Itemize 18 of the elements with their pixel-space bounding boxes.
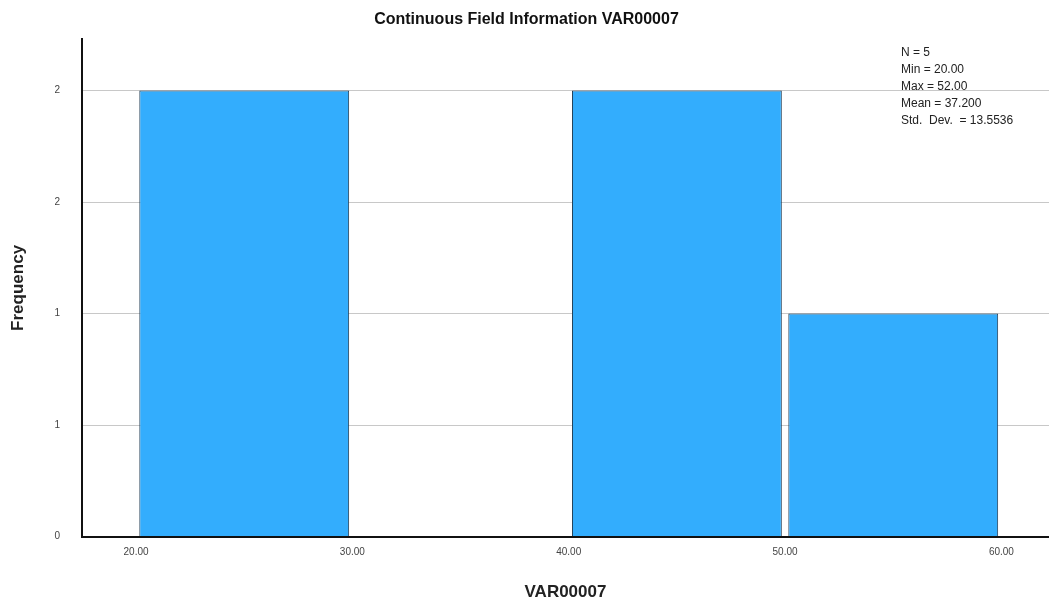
x-tick-label: 50.00: [772, 546, 799, 558]
annotation: N = 5: [901, 45, 931, 60]
x-axis-title: VAR00007: [524, 582, 607, 602]
y-tick-label: 1: [54, 418, 61, 430]
annotation: Std. Dev. = 13.5536: [901, 113, 1014, 128]
annotation: Max = 52.00: [901, 79, 968, 94]
annotation: Mean = 37.200: [901, 96, 982, 111]
chart-title: Continuous Field Information VAR00007: [374, 10, 679, 28]
y-axis-title: Frequency: [7, 244, 27, 331]
y-tick-label: 0: [54, 530, 61, 542]
x-tick-label: 30.00: [339, 546, 366, 558]
y-tick-label: 1: [54, 307, 61, 319]
annotation: Min = 20.00: [901, 62, 965, 77]
y-tick-label: 2: [54, 84, 61, 96]
y-tick-label: 2: [54, 195, 61, 207]
x-tick-label: 60.00: [988, 546, 1015, 558]
x-tick-label: 20.00: [123, 546, 149, 558]
x-tick-label: 40.00: [556, 546, 582, 558]
